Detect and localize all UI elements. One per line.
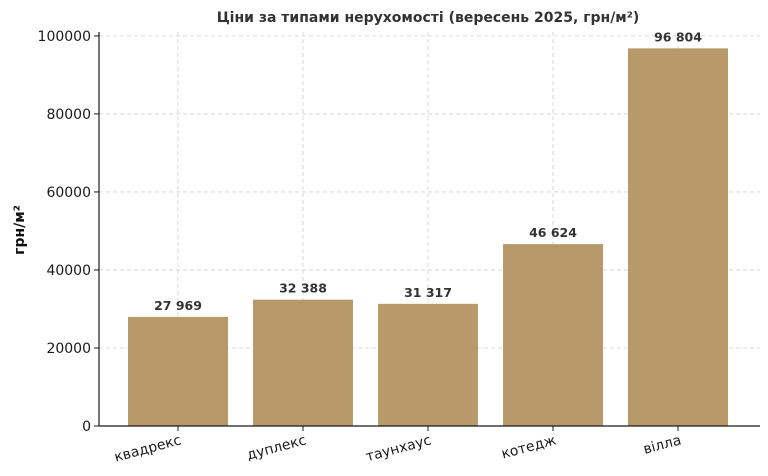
bars: [128, 48, 728, 426]
bar: [628, 48, 728, 426]
x-tick-label: таунхаус: [364, 432, 433, 465]
bar-value-label: 32 388: [279, 281, 327, 296]
y-ticks: 0 20000 40000 60000 80000 100000: [38, 29, 99, 435]
bar-value-label: 96 804: [654, 29, 702, 44]
x-tick-label: котедж: [500, 432, 559, 462]
bar: [503, 244, 603, 426]
y-tick-label: 100000: [38, 29, 91, 45]
y-tick-label: 60000: [46, 185, 91, 201]
data-labels: 27 969 32 388 31 317 46 624 96 804: [154, 29, 702, 313]
x-ticks: квадрекс дуплекс таунхаус котедж вілла: [113, 426, 683, 466]
x-tick-label: вілла: [642, 432, 683, 457]
y-tick-label: 20000: [46, 341, 91, 357]
x-tick-label: квадрекс: [113, 432, 183, 465]
y-tick-label: 0: [82, 419, 91, 435]
y-tick-label: 40000: [46, 263, 91, 279]
y-tick-label: 80000: [46, 107, 91, 123]
bar-value-label: 31 317: [404, 285, 452, 300]
bar-value-label: 46 624: [529, 225, 577, 240]
bar-value-label: 27 969: [154, 298, 202, 313]
bar: [253, 299, 353, 426]
bar: [378, 303, 478, 426]
bar: [128, 316, 228, 426]
chart-title: Ціни за типами нерухомості (вересень 202…: [217, 10, 640, 26]
x-tick-label: дуплекс: [245, 432, 308, 463]
y-axis-label: грн/м²: [12, 205, 28, 255]
axes: [98, 32, 760, 427]
